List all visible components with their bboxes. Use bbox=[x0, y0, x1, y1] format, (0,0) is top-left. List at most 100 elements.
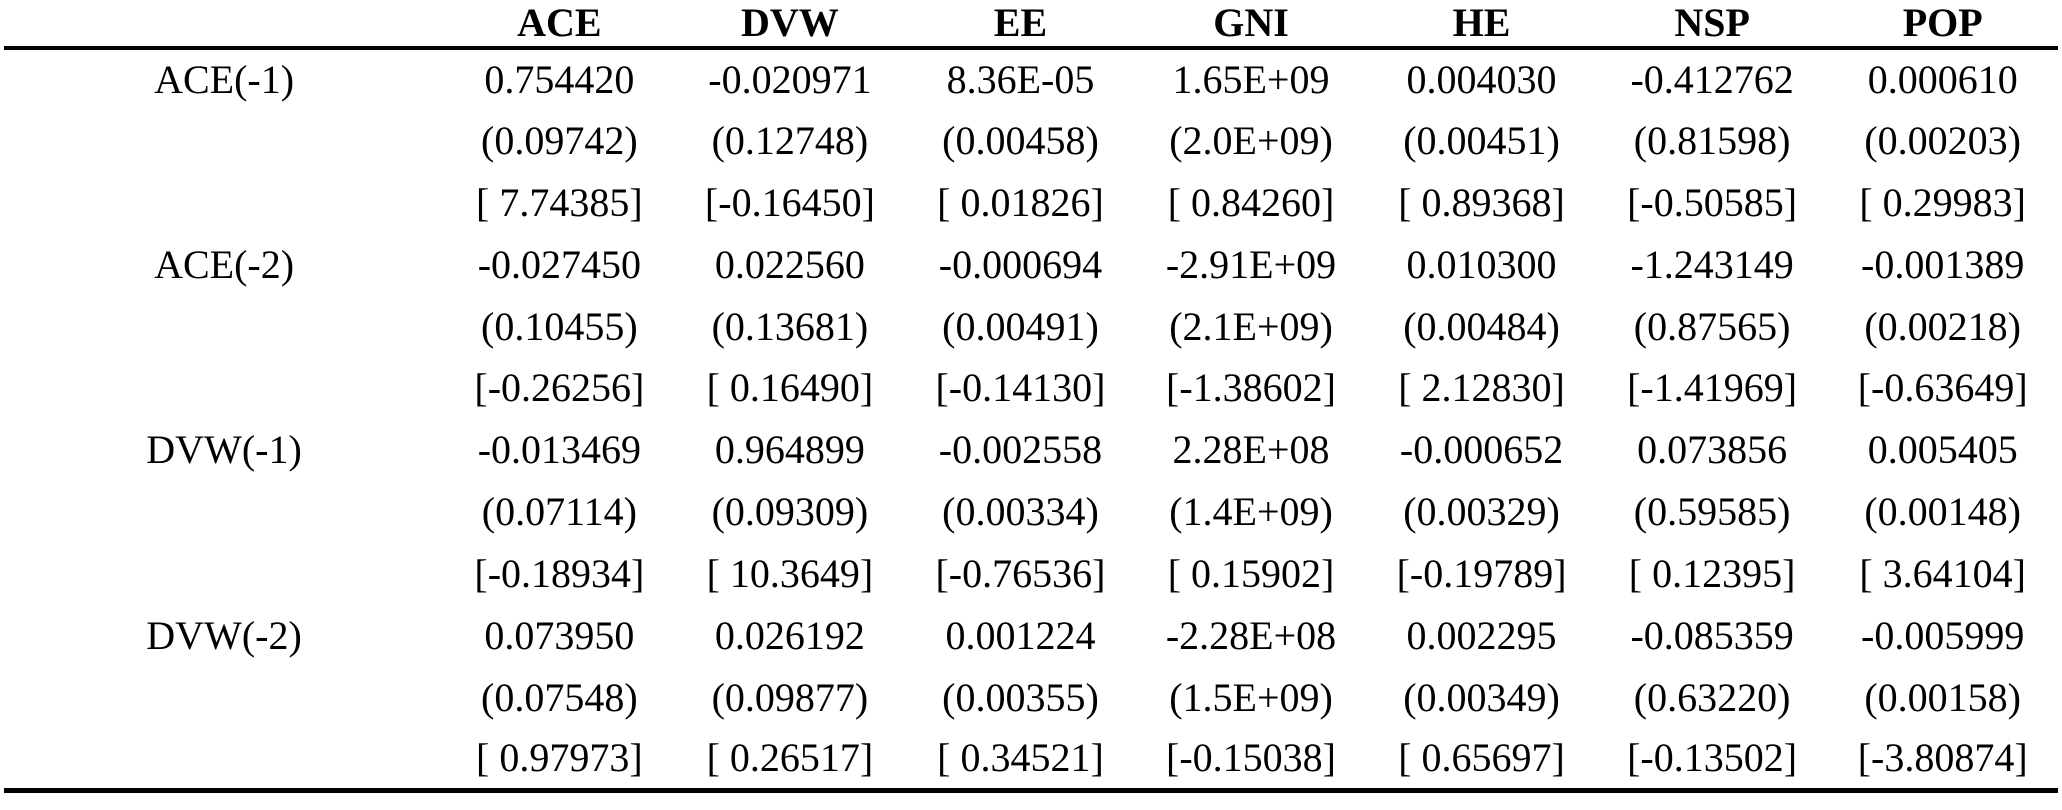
se-cell: (2.1E+09) bbox=[1169, 303, 1333, 349]
stderr-row: (0.07548) (0.09877) (0.00355) (1.5E+09) (0.0… bbox=[4, 667, 2058, 729]
header-row: ACE DVW EE GNI HE NSP POP bbox=[4, 0, 2058, 48]
coef-cell: 0.002295 bbox=[1406, 612, 1557, 658]
se-cell: (0.07114) bbox=[481, 489, 637, 535]
tstat-cell: [-0.50585] bbox=[1627, 179, 1798, 225]
coef-cell: 0.004030 bbox=[1406, 56, 1557, 102]
se-cell: (0.09742) bbox=[481, 117, 638, 163]
row-label: DVW(-1) bbox=[146, 427, 302, 473]
coef-cell: 0.073856 bbox=[1637, 427, 1788, 473]
coef-cell: -0.412762 bbox=[1630, 56, 1794, 102]
row-label: DVW(-2) bbox=[146, 612, 302, 658]
row-label bbox=[4, 667, 444, 729]
coefficient-row: DVW(-2) 0.073950 0.026192 0.001224 -2.28E+08… bbox=[4, 605, 2058, 667]
tstat-row: [-0.26256] [ 0.16490] [-0.14130] [-1.38602]… bbox=[4, 357, 2058, 419]
coef-cell: -0.000694 bbox=[938, 241, 1103, 287]
row-label bbox=[4, 481, 444, 543]
row-label: ACE(-2) bbox=[154, 241, 295, 287]
coefficient-row: DVW(-1) -0.013469 0.964899 -0.002558 2.28E+0… bbox=[4, 419, 2058, 481]
tstat-row: [-0.18934] [ 10.3649] [-0.76536] [ 0.15902]… bbox=[4, 543, 2058, 605]
column-header-gni: GNI bbox=[1213, 0, 1289, 45]
coef-cell: -2.28E+08 bbox=[1165, 612, 1337, 658]
coef-cell: -0.020971 bbox=[708, 56, 872, 102]
coef-cell: -0.001389 bbox=[1861, 241, 2025, 287]
tstat-cell: [ 0.01826] bbox=[937, 179, 1104, 225]
coef-cell: -0.085359 bbox=[1630, 612, 1794, 658]
column-header-nsp: NSP bbox=[1674, 0, 1750, 45]
se-cell: (0.00458) bbox=[942, 117, 1099, 163]
tstat-cell: [ 0.16490] bbox=[706, 365, 874, 411]
coef-cell: -2.91E+09 bbox=[1165, 241, 1337, 287]
coef-cell: 0.073950 bbox=[484, 612, 635, 658]
coef-cell: -0.000652 bbox=[1399, 427, 1564, 473]
se-cell: (0.13681) bbox=[711, 303, 869, 349]
se-cell: (0.00484) bbox=[1403, 303, 1560, 349]
tstat-cell: [ 10.3649] bbox=[706, 551, 874, 597]
coef-cell: -0.013469 bbox=[477, 427, 642, 473]
coef-cell: -0.005999 bbox=[1861, 612, 2025, 658]
coef-cell: 2.28E+08 bbox=[1172, 427, 1330, 473]
tstat-row: [ 7.74385] [-0.16450] [ 0.01826] [ 0.84260]… bbox=[4, 172, 2058, 234]
se-cell: (0.00203) bbox=[1864, 117, 2021, 163]
corner-cell bbox=[4, 0, 444, 48]
coef-cell: 0.005405 bbox=[1867, 427, 2018, 473]
tstat-cell: [ 7.74385] bbox=[476, 179, 643, 225]
se-cell: (0.59585) bbox=[1633, 489, 1791, 535]
coef-cell: 0.010300 bbox=[1406, 241, 1557, 287]
coefficient-row: ACE(-1) 0.754420 -0.020971 8.36E-05 1.65E+09… bbox=[4, 48, 2058, 110]
se-cell: (0.00491) bbox=[942, 303, 1099, 349]
coef-cell: 0.000610 bbox=[1867, 56, 2018, 102]
se-cell: (0.10455) bbox=[481, 303, 638, 349]
coef-cell: 0.964899 bbox=[714, 427, 865, 473]
tstat-cell: [-1.38602] bbox=[1166, 365, 1336, 411]
tstat-cell: [ 0.29983] bbox=[1859, 179, 2026, 225]
coefficient-row: ACE(-2) -0.027450 0.022560 -0.000694 -2.91E+… bbox=[4, 234, 2058, 296]
stderr-row: (0.07114) (0.09309) (0.00334) (1.4E+09) (0.0… bbox=[4, 481, 2058, 543]
row-label bbox=[4, 110, 444, 172]
se-cell: (0.00334) bbox=[942, 489, 1099, 535]
tstat-cell: [ 0.12395] bbox=[1628, 551, 1796, 597]
se-cell: (0.00355) bbox=[942, 674, 1099, 720]
tstat-cell: [ 3.64104] bbox=[1859, 551, 2026, 597]
tstat-cell: [-3.80874] bbox=[1857, 735, 2028, 781]
se-cell: (1.4E+09) bbox=[1169, 489, 1333, 535]
tstat-cell: [ 0.89368] bbox=[1398, 179, 1565, 225]
se-cell: (0.00451) bbox=[1403, 117, 1560, 163]
tstat-cell: [-0.18934] bbox=[474, 551, 645, 597]
stderr-row: (0.10455) (0.13681) (0.00491) (2.1E+09) (0.0… bbox=[4, 296, 2058, 358]
column-header-pop: POP bbox=[1902, 0, 1983, 45]
column-header-he: HE bbox=[1452, 0, 1511, 45]
tstat-cell: [ 0.65697] bbox=[1398, 735, 1565, 781]
column-header-dvw: DVW bbox=[741, 0, 839, 45]
se-cell: (2.0E+09) bbox=[1169, 117, 1333, 163]
se-cell: (0.00148) bbox=[1864, 489, 2021, 535]
coef-cell: 0.026192 bbox=[714, 612, 865, 658]
coef-cell: -0.027450 bbox=[477, 241, 642, 287]
se-cell: (0.81598) bbox=[1633, 117, 1791, 163]
tstat-cell: [-0.19789] bbox=[1396, 551, 1567, 597]
tstat-cell: [ 0.97973] bbox=[476, 735, 643, 781]
se-cell: (0.12748) bbox=[711, 117, 869, 163]
tstat-cell: [ 0.34521] bbox=[937, 735, 1104, 781]
tstat-cell: [-0.76536] bbox=[935, 551, 1106, 597]
table-body: ACE(-1) 0.754420 -0.020971 8.36E-05 1.65E+09… bbox=[4, 48, 2058, 791]
se-cell: (1.5E+09) bbox=[1169, 674, 1333, 720]
se-cell: (0.07548) bbox=[481, 674, 638, 720]
row-label bbox=[4, 357, 444, 419]
tstat-cell: [-0.15038] bbox=[1166, 735, 1336, 781]
se-cell: (0.00158) bbox=[1864, 674, 2021, 720]
coef-cell: 1.65E+09 bbox=[1172, 56, 1330, 102]
tstat-row: [ 0.97973] [ 0.26517] [ 0.34521] [-0.15038]… bbox=[4, 729, 2058, 791]
se-cell: (0.00218) bbox=[1864, 303, 2021, 349]
coef-cell: 8.36E-05 bbox=[946, 56, 1095, 102]
row-label bbox=[4, 172, 444, 234]
tstat-cell: [-0.14130] bbox=[935, 365, 1106, 411]
coef-cell: -1.243149 bbox=[1630, 241, 1794, 287]
tstat-cell: [ 0.15902] bbox=[1167, 551, 1335, 597]
coef-cell: -0.002558 bbox=[938, 427, 1103, 473]
tstat-cell: [ 0.84260] bbox=[1167, 179, 1335, 225]
se-cell: (0.09309) bbox=[711, 489, 869, 535]
se-cell: (0.00349) bbox=[1403, 674, 1560, 720]
coef-cell: 0.001224 bbox=[945, 612, 1096, 658]
stderr-row: (0.09742) (0.12748) (0.00458) (2.0E+09) (0.0… bbox=[4, 110, 2058, 172]
